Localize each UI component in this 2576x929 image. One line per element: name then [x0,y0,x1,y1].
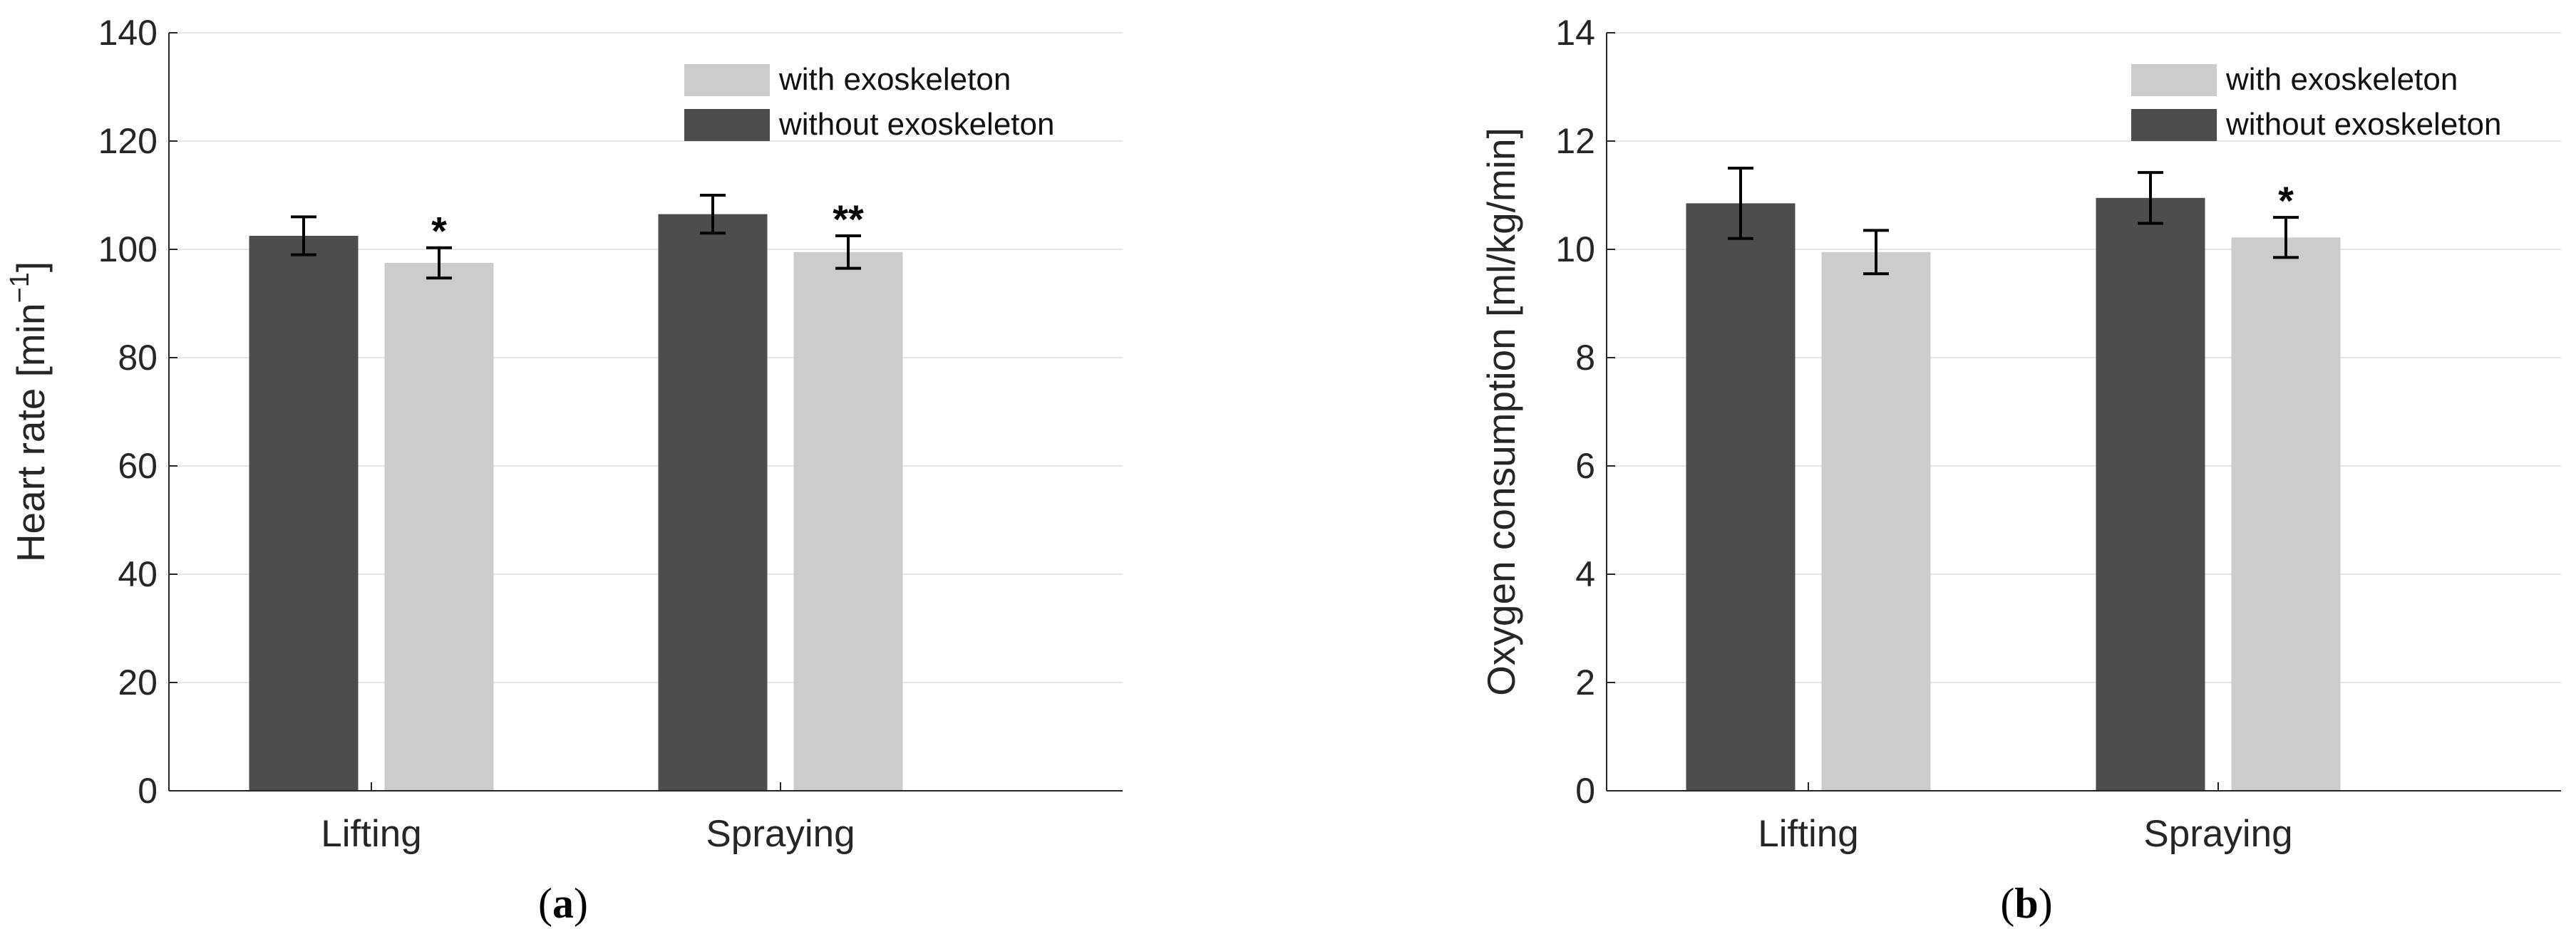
panel-label-close: ) [2039,880,2053,927]
legend: with exoskeleton without exoskeleton [2131,62,2501,142]
significance-marker: * [431,209,447,254]
bar [793,251,903,791]
y-axis-label: Oxygen consumption [ml/kg/min] [1479,128,1523,696]
y-axis-label-suffix: ] [9,261,53,272]
error-bar [2138,171,2163,225]
error-bar [700,194,726,235]
x-tick-label: Lifting [321,813,421,855]
y-axis-label-superscript: −1 [5,272,35,303]
panel-label-letter: b [2014,880,2038,927]
legend-swatch [2131,109,2217,141]
y-tick-label: 100 [98,229,158,269]
y-tick-label: 0 [1575,771,1595,811]
y-tick-label: 120 [98,121,158,161]
y-tick-label: 4 [1575,554,1595,594]
y-tick-label: 20 [118,663,158,702]
legend-label: with exoskeleton [2225,62,2458,97]
y-axis-label-text: Oxygen consumption [ml/kg/min] [1479,128,1523,696]
y-tick-label: 8 [1575,338,1595,378]
error-bar [835,234,861,270]
bar [2231,237,2341,791]
bar [384,263,494,791]
panel-label-letter: a [552,880,574,927]
x-tick-label: Spraying [706,813,855,855]
bar [1686,203,1796,791]
error-bar [426,246,452,280]
y-tick-label: 40 [118,554,158,594]
y-axis-label: Heart rate [min−1] [5,261,53,562]
legend-swatch [684,64,770,96]
legend: with exoskeleton without exoskeleton [684,62,1054,142]
y-tick-label: 140 [98,13,158,53]
bar [1821,251,1931,791]
y-tick-label: 6 [1575,446,1595,486]
y-tick-label: 14 [1555,13,1595,53]
y-tick-label: 2 [1575,663,1595,702]
significance-marker: * [2278,178,2294,223]
bar [2096,197,2205,791]
significance-marker: ** [833,197,864,242]
legend-label: without exoskeleton [2225,107,2501,142]
bar [249,236,359,791]
y-tick-label: 12 [1555,121,1595,161]
chart-panel-b: * 0 2 4 6 8 10 12 14 Lifting Spraying Oxygen consum… [1479,13,2561,927]
y-tick-label: 80 [118,338,158,378]
panel-label: (b) [2000,880,2052,927]
y-tick-label: 0 [138,771,158,811]
error-bar [1863,229,1889,276]
y-tick-label: 10 [1555,229,1595,269]
error-bar [1728,167,1753,240]
x-tick-label: Lifting [1758,813,1858,855]
panel-label-open: ( [538,880,552,927]
x-tick-label: Spraying [2143,813,2292,855]
legend-label: without exoskeleton [778,107,1054,142]
error-bar [2273,216,2299,259]
legend-swatch [684,109,770,141]
panel-label: (a) [538,880,588,927]
bar [658,214,768,792]
panel-label-close: ) [574,880,588,927]
legend-label: with exoskeleton [778,62,1011,97]
y-axis-label-text: Heart rate [min [9,303,53,562]
panel-label-open: ( [2000,880,2014,927]
y-tick-label: 60 [118,446,158,486]
legend-swatch [2131,64,2217,96]
error-bar [291,215,316,256]
